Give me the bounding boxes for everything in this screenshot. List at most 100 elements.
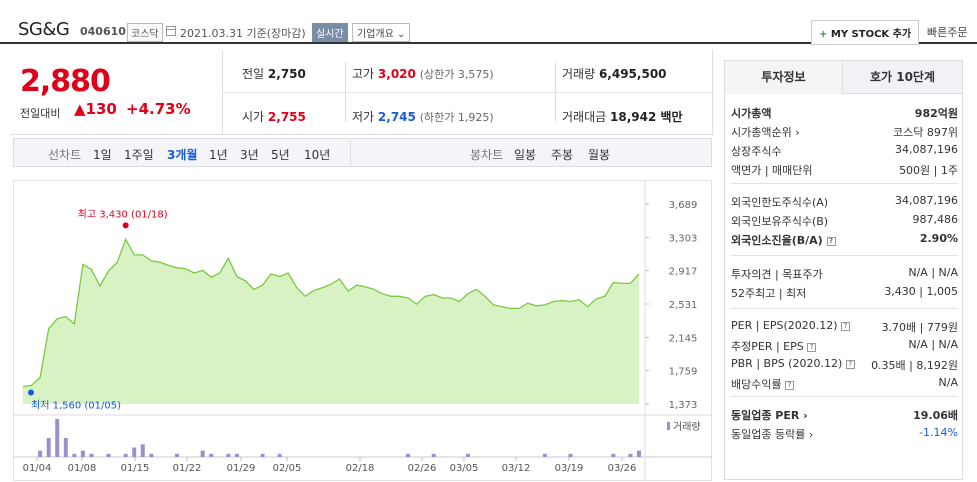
info-label: 시가총액 [731, 107, 772, 120]
info-value: 2.90% [919, 232, 958, 245]
divider [731, 308, 958, 309]
info-row: PER | EPS(2020.12) ? 3.70배 | 779원 [731, 319, 958, 334]
tab-1d[interactable]: 1일 [93, 148, 112, 162]
calendar-icon [166, 26, 176, 36]
tab-3m[interactable]: 3개월 [167, 148, 198, 162]
line-chart-label: 선차트 [48, 148, 82, 162]
volume-bar [55, 419, 60, 457]
info-row: 상장주식수 34,087,196 [731, 143, 958, 159]
tab-5y[interactable]: 5년 [271, 148, 290, 162]
info-row: 외국인보유주식수(B) 987,486 [731, 213, 958, 229]
volume-bar [277, 453, 282, 457]
x-tick-label: 02/05 [273, 463, 302, 474]
volume-bar [568, 453, 573, 457]
info-row: 52주최고 | 최저 3,430 | 1,005 [731, 285, 958, 301]
help-icon[interactable]: ? [845, 360, 855, 369]
info-row: 동일업종 PER › 19.06배 [731, 407, 958, 423]
high-price: 고가 3,020 (상한가 3,575) [352, 67, 494, 81]
volume-bar [226, 453, 231, 457]
info-value: 3,430 | 1,005 [884, 285, 958, 298]
tab-10y[interactable]: 10년 [304, 148, 331, 162]
y-tick-label: 1,373 [669, 400, 698, 411]
info-value: 코스닥 897위 [893, 126, 958, 139]
info-label: 52주최고 | 최저 [731, 287, 807, 300]
tab-1y[interactable]: 1년 [209, 148, 228, 162]
info-value: 19.06배 [913, 409, 958, 422]
volume-bar [140, 444, 145, 457]
quick-order-link[interactable]: 빠른주문 [927, 26, 968, 39]
plus-icon: + [819, 29, 828, 40]
volume-bar [63, 438, 68, 457]
info-value: 34,087,196 [895, 194, 958, 207]
realtime-button[interactable]: 실시간 [312, 23, 348, 42]
info-value: 34,087,196 [895, 143, 958, 156]
volume-legend-swatch [667, 422, 670, 430]
volume-bar [431, 453, 436, 457]
help-icon[interactable]: ? [785, 381, 795, 390]
info-label: 상장주식수 [731, 145, 782, 158]
tab-1w[interactable]: 1주일 [124, 148, 154, 162]
x-tick-label: 03/05 [450, 463, 479, 474]
info-value: 982억원 [914, 107, 958, 120]
volume-bar [234, 453, 239, 457]
info-label: PER | EPS(2020.12) [731, 319, 838, 332]
y-tick-label: 2,145 [669, 333, 698, 344]
x-tick-label: 01/22 [173, 463, 202, 474]
tab-investment-info[interactable]: 투자정보 [725, 61, 842, 94]
info-label: PBR | BPS (2020.12) [731, 357, 843, 370]
stock-code: 040610 [80, 25, 126, 38]
help-icon[interactable]: ? [826, 237, 836, 246]
help-icon[interactable]: ? [841, 322, 851, 331]
volume-bar [46, 438, 51, 457]
info-label: 동일업종 PER › [731, 409, 808, 422]
change-label: 전일대비 [20, 107, 61, 120]
info-value: N/A [938, 376, 958, 389]
info-row: 배당수익률 ? N/A [731, 376, 958, 392]
min-marker [28, 389, 34, 396]
up-arrow-icon: ▲ [74, 100, 86, 118]
info-row: 추정PER | EPS ? N/A | N/A [731, 338, 958, 354]
help-icon[interactable]: ? [807, 343, 817, 352]
stock-name: SG&G [18, 19, 70, 40]
low-price: 저가 2,745 (하한가 1,925) [352, 110, 494, 124]
chart-period-tabs: 선차트 1일 1주일 3개월 1년 3년 5년 10년 봉차트 일봉 주봉 월봉 [13, 138, 712, 167]
info-row: 외국인한도주식수(A) 34,087,196 [731, 194, 958, 210]
tab-weekly[interactable]: 주봉 [551, 148, 574, 162]
volume-bar [200, 450, 205, 457]
info-row: 외국인소진율(B/A) ? 2.90% [731, 232, 958, 248]
trade-amount: 거래대금 18,942 백만 [562, 110, 683, 124]
x-tick-label: 01/08 [68, 463, 97, 474]
info-label: 배당수익률 [731, 378, 782, 391]
price-box: 2,880 전일대비 ▲130 +4.73% [10, 50, 223, 135]
prev-close: 전일 2,750 [242, 67, 306, 81]
stock-header: SG&G 040610 코스닥 2021.03.31 기준(장마감) 실시간 기… [0, 0, 977, 45]
tab-3y[interactable]: 3년 [240, 148, 259, 162]
divider [731, 183, 958, 184]
x-tick-label: 01/04 [23, 463, 52, 474]
tab-daily[interactable]: 일봉 [514, 148, 537, 162]
x-tick-label: 02/26 [408, 463, 437, 474]
add-mystock-button[interactable]: + MY STOCK 추가 [811, 20, 920, 45]
info-value: 0.35배 | 8,192원 [871, 359, 958, 372]
volume-bar [465, 453, 470, 457]
info-value: N/A | N/A [908, 266, 958, 279]
price-line [22, 237, 640, 388]
tab-monthly[interactable]: 월봉 [588, 148, 611, 162]
info-value: 987,486 [912, 213, 959, 226]
divider [712, 50, 713, 135]
volume-bar [260, 453, 265, 457]
info-label: 추정PER | EPS [731, 340, 804, 353]
info-label: 외국인소진율(B/A) [731, 234, 823, 247]
info-label: 액면가 | 매매단위 [731, 164, 813, 177]
tab-order-book[interactable]: 호가 10단계 [842, 61, 962, 94]
info-row: 시가총액 982억원 [731, 105, 958, 121]
volume-bar [132, 447, 137, 457]
price-chart: 3,689 3,303 2,917 2,531 2,145 1,759 1,373 최고 3,… [13, 180, 712, 481]
volume-bar [72, 453, 77, 457]
info-value: N/A | N/A [908, 338, 958, 351]
company-info-dropdown[interactable]: 기업개요 ⌄ [352, 23, 411, 42]
divider [10, 134, 712, 135]
price-area [23, 239, 639, 404]
volume-bar [628, 453, 633, 457]
chart-frame [13, 180, 712, 481]
